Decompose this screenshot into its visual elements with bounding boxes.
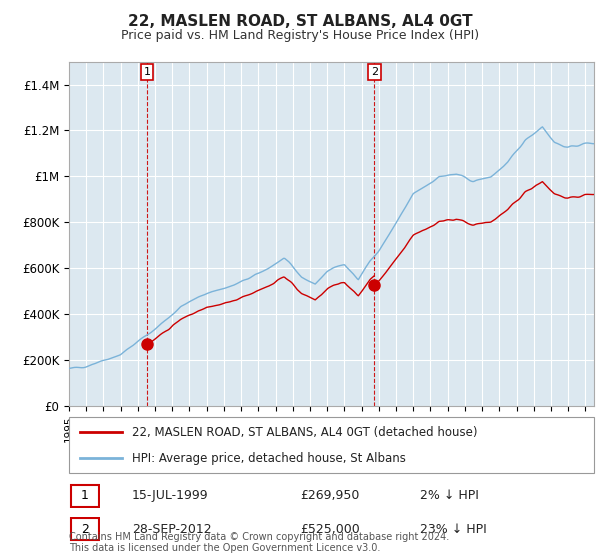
- Text: 22, MASLEN ROAD, ST ALBANS, AL4 0GT: 22, MASLEN ROAD, ST ALBANS, AL4 0GT: [128, 14, 472, 29]
- FancyBboxPatch shape: [69, 417, 594, 473]
- Text: 22, MASLEN ROAD, ST ALBANS, AL4 0GT (detached house): 22, MASLEN ROAD, ST ALBANS, AL4 0GT (det…: [132, 426, 478, 439]
- Text: 2: 2: [371, 67, 378, 77]
- Text: 2% ↓ HPI: 2% ↓ HPI: [420, 489, 479, 502]
- Text: £269,950: £269,950: [300, 489, 359, 502]
- Text: 1: 1: [80, 489, 89, 502]
- Text: 23% ↓ HPI: 23% ↓ HPI: [420, 522, 487, 536]
- Text: HPI: Average price, detached house, St Albans: HPI: Average price, detached house, St A…: [132, 451, 406, 465]
- Text: 1: 1: [143, 67, 151, 77]
- Text: Contains HM Land Registry data © Crown copyright and database right 2024.
This d: Contains HM Land Registry data © Crown c…: [69, 531, 449, 553]
- Text: 15-JUL-1999: 15-JUL-1999: [132, 489, 209, 502]
- Text: £525,000: £525,000: [300, 522, 360, 536]
- FancyBboxPatch shape: [71, 484, 98, 507]
- Text: Price paid vs. HM Land Registry's House Price Index (HPI): Price paid vs. HM Land Registry's House …: [121, 29, 479, 42]
- FancyBboxPatch shape: [71, 518, 98, 540]
- Text: 2: 2: [80, 522, 89, 536]
- Text: 28-SEP-2012: 28-SEP-2012: [132, 522, 212, 536]
